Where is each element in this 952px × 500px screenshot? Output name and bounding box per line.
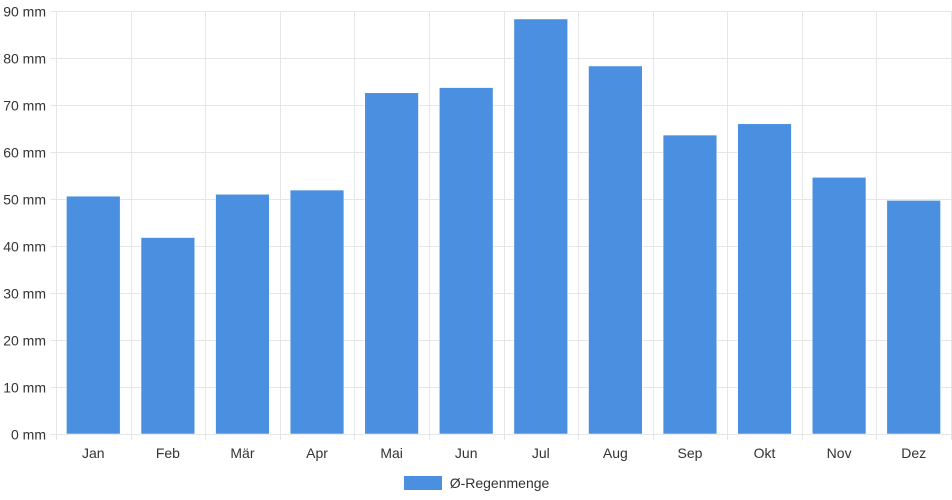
y-axis: 0 mm 10 mm 20 mm 30 mm 40 mm 50 mm 60 mm 70 mm 8… [3, 4, 46, 443]
x-tick-label: Aug [603, 445, 628, 461]
x-tick-label: Okt [754, 445, 776, 461]
bar[interactable] [66, 195, 121, 435]
y-tick-label: 30 mm [3, 286, 46, 302]
y-tick-label: 80 mm [3, 51, 46, 67]
bar[interactable] [588, 65, 643, 435]
y-tick-label: 50 mm [3, 192, 46, 208]
y-tick-label: 90 mm [3, 4, 46, 20]
y-tick-label: 40 mm [3, 239, 46, 255]
bar[interactable] [513, 18, 568, 435]
x-tick-label: Jun [455, 445, 478, 461]
bar[interactable] [439, 87, 494, 435]
x-tick-label: Feb [156, 445, 180, 461]
bar[interactable] [886, 200, 941, 435]
bar[interactable] [215, 194, 270, 435]
y-tick-label: 10 mm [3, 380, 46, 396]
bar[interactable] [140, 237, 195, 435]
x-tick-label: Jan [82, 445, 105, 461]
bar[interactable] [289, 189, 345, 435]
legend-item[interactable]: Ø-Regenmenge [402, 475, 550, 491]
legend-swatch [402, 475, 443, 491]
y-tick-label: 70 mm [3, 98, 46, 114]
x-axis: Jan Feb Mär Apr Mai Jun Jul Aug Sep Okt Nov Dez [82, 445, 926, 461]
bar[interactable] [737, 123, 792, 435]
chart-legend: Ø-Regenmenge [0, 472, 952, 494]
x-tick-label: Mär [230, 445, 254, 461]
bar[interactable] [662, 134, 718, 435]
x-tick-label: Dez [901, 445, 926, 461]
x-tick-label: Mai [380, 445, 403, 461]
chart-bars [66, 18, 941, 435]
x-tick-label: Apr [306, 445, 328, 461]
y-tick-label: 20 mm [3, 333, 46, 349]
x-tick-label: Nov [827, 445, 852, 461]
bar[interactable] [364, 92, 419, 435]
y-tick-label: 0 mm [11, 427, 46, 443]
x-tick-label: Sep [677, 445, 702, 461]
bar[interactable] [812, 177, 867, 435]
x-tick-label: Jul [532, 445, 550, 461]
legend-label: Ø-Regenmenge [449, 475, 550, 491]
rainfall-bar-chart: 0 mm 10 mm 20 mm 30 mm 40 mm 50 mm 60 mm 70 mm 8… [3, 4, 952, 461]
y-tick-label: 60 mm [3, 145, 46, 161]
